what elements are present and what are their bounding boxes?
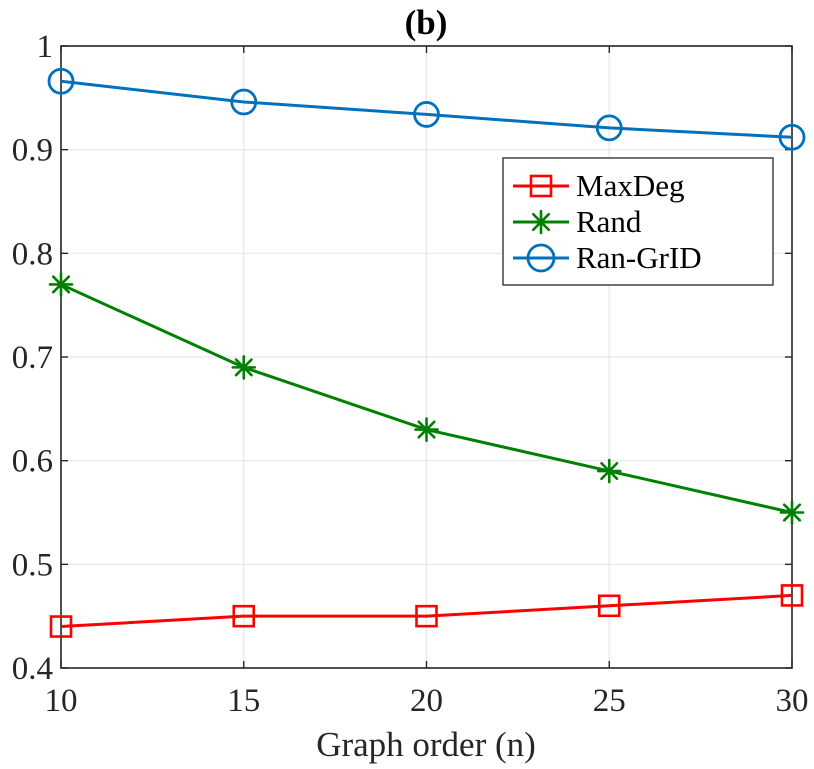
circle-marker	[230, 88, 258, 116]
y-tick-label: 0.5	[12, 547, 53, 583]
x-tick-label: 15	[227, 683, 260, 719]
asterisk-stroke	[417, 420, 436, 439]
x-tick-label: 25	[593, 683, 626, 719]
x-tick-label: 20	[410, 683, 443, 719]
y-tick-label: 0.7	[12, 340, 53, 376]
square-marker	[415, 604, 438, 628]
legend-label: Ran-GrID	[576, 240, 702, 275]
x-axis-title: Graph order (n)	[316, 725, 536, 764]
y-tick-label: 0.6	[12, 444, 53, 480]
x-tick-label: 30	[776, 683, 809, 719]
legend-label: MaxDeg	[576, 168, 684, 203]
circle-marker	[778, 123, 806, 151]
square-marker	[232, 604, 256, 628]
asterisk-marker	[414, 417, 439, 442]
data-series	[47, 67, 806, 638]
y-tick-label: 0.9	[12, 133, 53, 169]
x-tick-label: 10	[45, 683, 78, 719]
asterisk-marker	[528, 209, 554, 235]
legend-item: MaxDeg	[513, 168, 684, 203]
asterisk-stroke	[600, 461, 619, 481]
y-tick-label: 1	[37, 29, 54, 65]
circle-marker	[413, 101, 440, 128]
square-marker	[597, 594, 621, 618]
square-marker	[49, 615, 73, 638]
asterisk-marker	[596, 458, 622, 484]
circle-marker	[526, 243, 556, 273]
asterisk-marker	[48, 272, 74, 297]
square-marker	[780, 584, 804, 607]
circle-marker	[595, 114, 623, 142]
series-line	[60, 593, 793, 629]
square-marker	[529, 174, 553, 198]
circle-marker	[47, 67, 75, 95]
tick-labels: 10 15 20 25 30 0.4 0.5 0.6 0.7 0.8 0.9 1	[12, 29, 809, 719]
asterisk-marker	[779, 500, 805, 525]
chart-title: (b)	[405, 3, 448, 42]
series-maxdeg	[49, 584, 804, 638]
asterisk-stroke	[531, 212, 551, 232]
asterisk-stroke	[234, 358, 253, 377]
asterisk-stroke	[782, 503, 802, 522]
series-line	[60, 79, 793, 139]
axes	[60, 45, 793, 669]
series-ran-grid	[47, 67, 806, 151]
legend-item: Rand	[513, 204, 642, 239]
legend-label: Rand	[576, 204, 642, 239]
series-rand	[48, 272, 805, 525]
y-tick-label: 0.8	[12, 236, 53, 272]
asterisk-marker	[231, 355, 257, 380]
legend-item: Ran-GrID	[513, 240, 702, 275]
y-tick-label: 0.4	[12, 651, 53, 687]
asterisk-stroke	[51, 275, 71, 294]
